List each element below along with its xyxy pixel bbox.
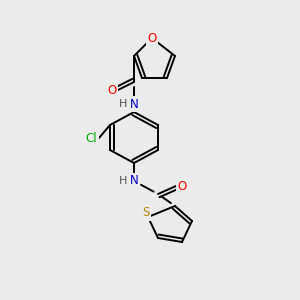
Text: N: N [130,98,138,110]
Text: Cl: Cl [85,131,97,145]
Text: H: H [119,176,127,186]
Text: N: N [130,175,138,188]
Text: S: S [142,206,150,220]
Text: O: O [177,179,187,193]
Text: H: H [119,99,127,109]
Text: O: O [107,83,117,97]
Text: O: O [147,32,157,44]
